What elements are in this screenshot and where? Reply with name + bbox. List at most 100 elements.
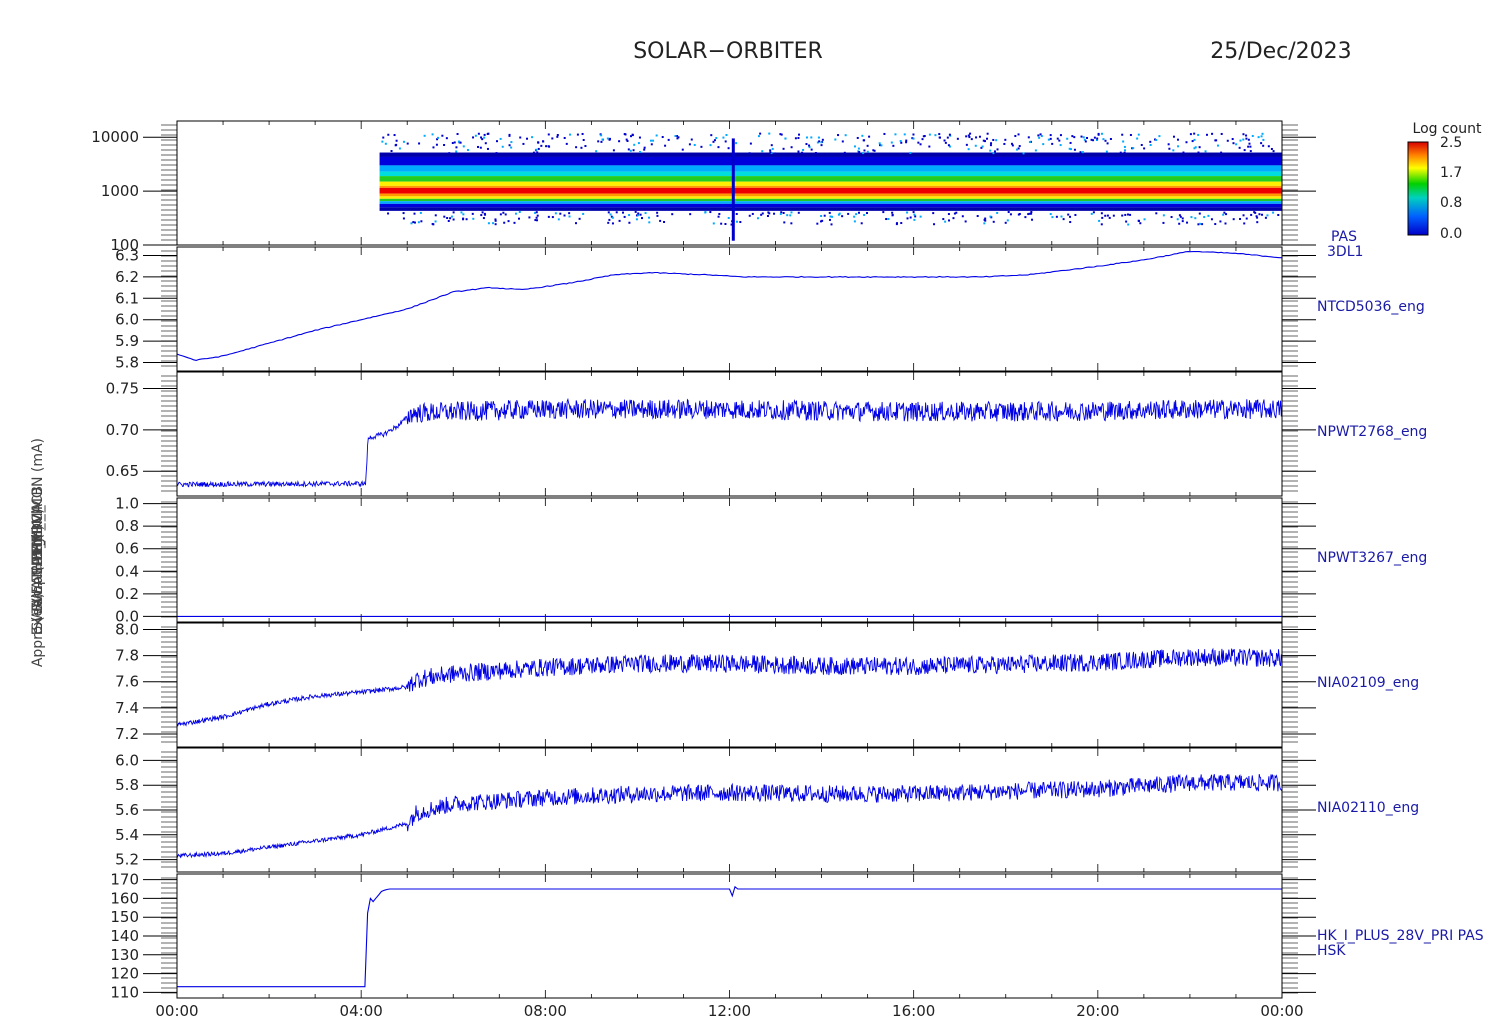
- panel-label: HK_I_PLUS_28V_PRI PAS: [1317, 928, 1484, 944]
- spectrogram-speck: [1060, 215, 1063, 218]
- spectrogram-speck: [676, 135, 679, 138]
- spectrogram-speck: [810, 148, 813, 151]
- spectrogram-speck: [863, 139, 866, 142]
- spectrogram-speck: [892, 144, 895, 147]
- spectrogram-speck: [911, 137, 914, 140]
- spectrogram-speck: [802, 148, 805, 151]
- y-axis-title: SWA-EAS-TEMP: [30, 525, 46, 630]
- spectrogram-speck: [712, 140, 715, 143]
- spectrogram-speck: [536, 219, 539, 222]
- spectrogram-speck: [996, 211, 999, 214]
- spectrogram-speck: [780, 211, 783, 214]
- spectrogram-speck: [914, 215, 917, 218]
- spectrogram-speck: [1074, 213, 1077, 216]
- spectrogram-speck: [903, 133, 906, 136]
- spectrogram-speck: [1018, 145, 1021, 148]
- spectrogram-speck: [1066, 137, 1069, 140]
- spectrogram-speck: [823, 214, 826, 217]
- spectrogram-speck: [1207, 214, 1210, 217]
- spectrogram-speck: [862, 152, 865, 155]
- spectrogram-speck: [640, 217, 643, 220]
- colorbar-tick: 0.8: [1440, 195, 1462, 211]
- spectrogram-speck: [858, 151, 861, 154]
- y-tick-label: 0.4: [115, 562, 139, 580]
- spectrogram-speck: [841, 140, 844, 143]
- spectrogram-speck: [471, 212, 474, 215]
- spectrogram-speck: [1214, 139, 1217, 142]
- spectrogram-speck: [953, 212, 956, 215]
- spectrogram-speck: [883, 132, 886, 135]
- spectrogram-speck: [623, 215, 626, 218]
- spectrogram-speck: [627, 148, 630, 151]
- spectrogram-speck: [1082, 136, 1085, 139]
- spectrogram-speck: [1010, 142, 1013, 145]
- spectrogram-speck: [968, 136, 971, 139]
- spectrogram-speck: [1256, 216, 1259, 219]
- spectrogram-speck: [402, 140, 405, 143]
- spectrogram-speck: [1231, 138, 1234, 141]
- spectrogram-band: [379, 156, 1282, 166]
- spectrogram-speck: [1049, 134, 1052, 137]
- spectrogram-speck: [955, 211, 958, 214]
- spectrogram-speck: [863, 149, 866, 152]
- y-tick-label: 120: [110, 965, 139, 983]
- spectrogram-speck: [637, 142, 640, 145]
- spectrogram-speck: [636, 214, 639, 217]
- y-tick-label: 6.1: [115, 289, 139, 307]
- spectrogram-speck: [449, 217, 452, 220]
- spectrogram-speck: [466, 148, 469, 151]
- spectrogram-speck: [749, 142, 752, 145]
- series-line: [176, 397, 1283, 488]
- y-tick-label: 7.4: [115, 699, 139, 717]
- spectrogram-speck: [1250, 213, 1253, 216]
- spectrogram-speck: [652, 139, 655, 142]
- spectrogram-speck: [402, 217, 405, 220]
- spectrogram-speck: [1101, 216, 1104, 219]
- spectrogram-speck: [789, 214, 792, 217]
- y-tick-label: 5.9: [115, 332, 139, 350]
- spectrogram-speck: [413, 212, 416, 215]
- spectrogram-speck: [1254, 211, 1257, 214]
- spectrogram-speck: [819, 220, 822, 223]
- spectrogram-speck: [1034, 149, 1037, 152]
- spectrogram-speck: [1242, 133, 1245, 136]
- spectrogram-speck: [417, 221, 420, 224]
- spectrogram-speck: [1225, 213, 1228, 216]
- spectrogram-band: [379, 181, 1282, 186]
- spectrogram-speck: [1073, 148, 1076, 151]
- spectrogram-speck: [484, 213, 487, 216]
- spectrogram-speck: [970, 138, 973, 141]
- spectrogram-speck: [1092, 139, 1095, 142]
- spectrogram-speck: [1155, 139, 1158, 142]
- spectrogram-speck: [608, 218, 611, 221]
- spectrogram-speck: [919, 143, 922, 146]
- spectrogram-speck: [975, 136, 978, 139]
- spectrogram-speck: [1055, 215, 1058, 218]
- y-tick-label: 5.8: [115, 353, 139, 371]
- y-tick-label: 1.0: [115, 495, 139, 513]
- spectrogram-speck: [757, 135, 760, 138]
- spectrogram-speck: [820, 141, 823, 144]
- spectrogram-speck: [942, 218, 945, 221]
- spectrogram-speck: [1179, 215, 1182, 218]
- spectrogram-speck: [989, 215, 992, 218]
- spectrogram-speck: [519, 136, 522, 139]
- y-tick-label: 5.4: [115, 826, 139, 844]
- spectrogram-speck: [677, 136, 680, 139]
- spectrogram-speck: [1121, 133, 1124, 136]
- spectrogram-speck: [948, 219, 951, 222]
- spectrogram-speck: [1210, 218, 1213, 221]
- spectrogram-speck: [1121, 214, 1124, 217]
- spectrogram-speck: [1181, 220, 1184, 223]
- spectrogram-speck: [964, 220, 967, 223]
- spectrogram-speck: [1239, 139, 1242, 142]
- spectrogram-speck: [1197, 151, 1200, 154]
- spectrogram-speck: [1204, 150, 1207, 153]
- spectrogram-speck: [887, 218, 890, 221]
- spectrogram-speck: [628, 221, 631, 224]
- spectrogram-speck: [536, 214, 539, 217]
- spectrogram-speck: [1106, 142, 1109, 145]
- spectrogram-speck: [1030, 212, 1033, 215]
- spectrogram-speck: [1155, 212, 1158, 215]
- spectrogram-speck: [906, 211, 909, 214]
